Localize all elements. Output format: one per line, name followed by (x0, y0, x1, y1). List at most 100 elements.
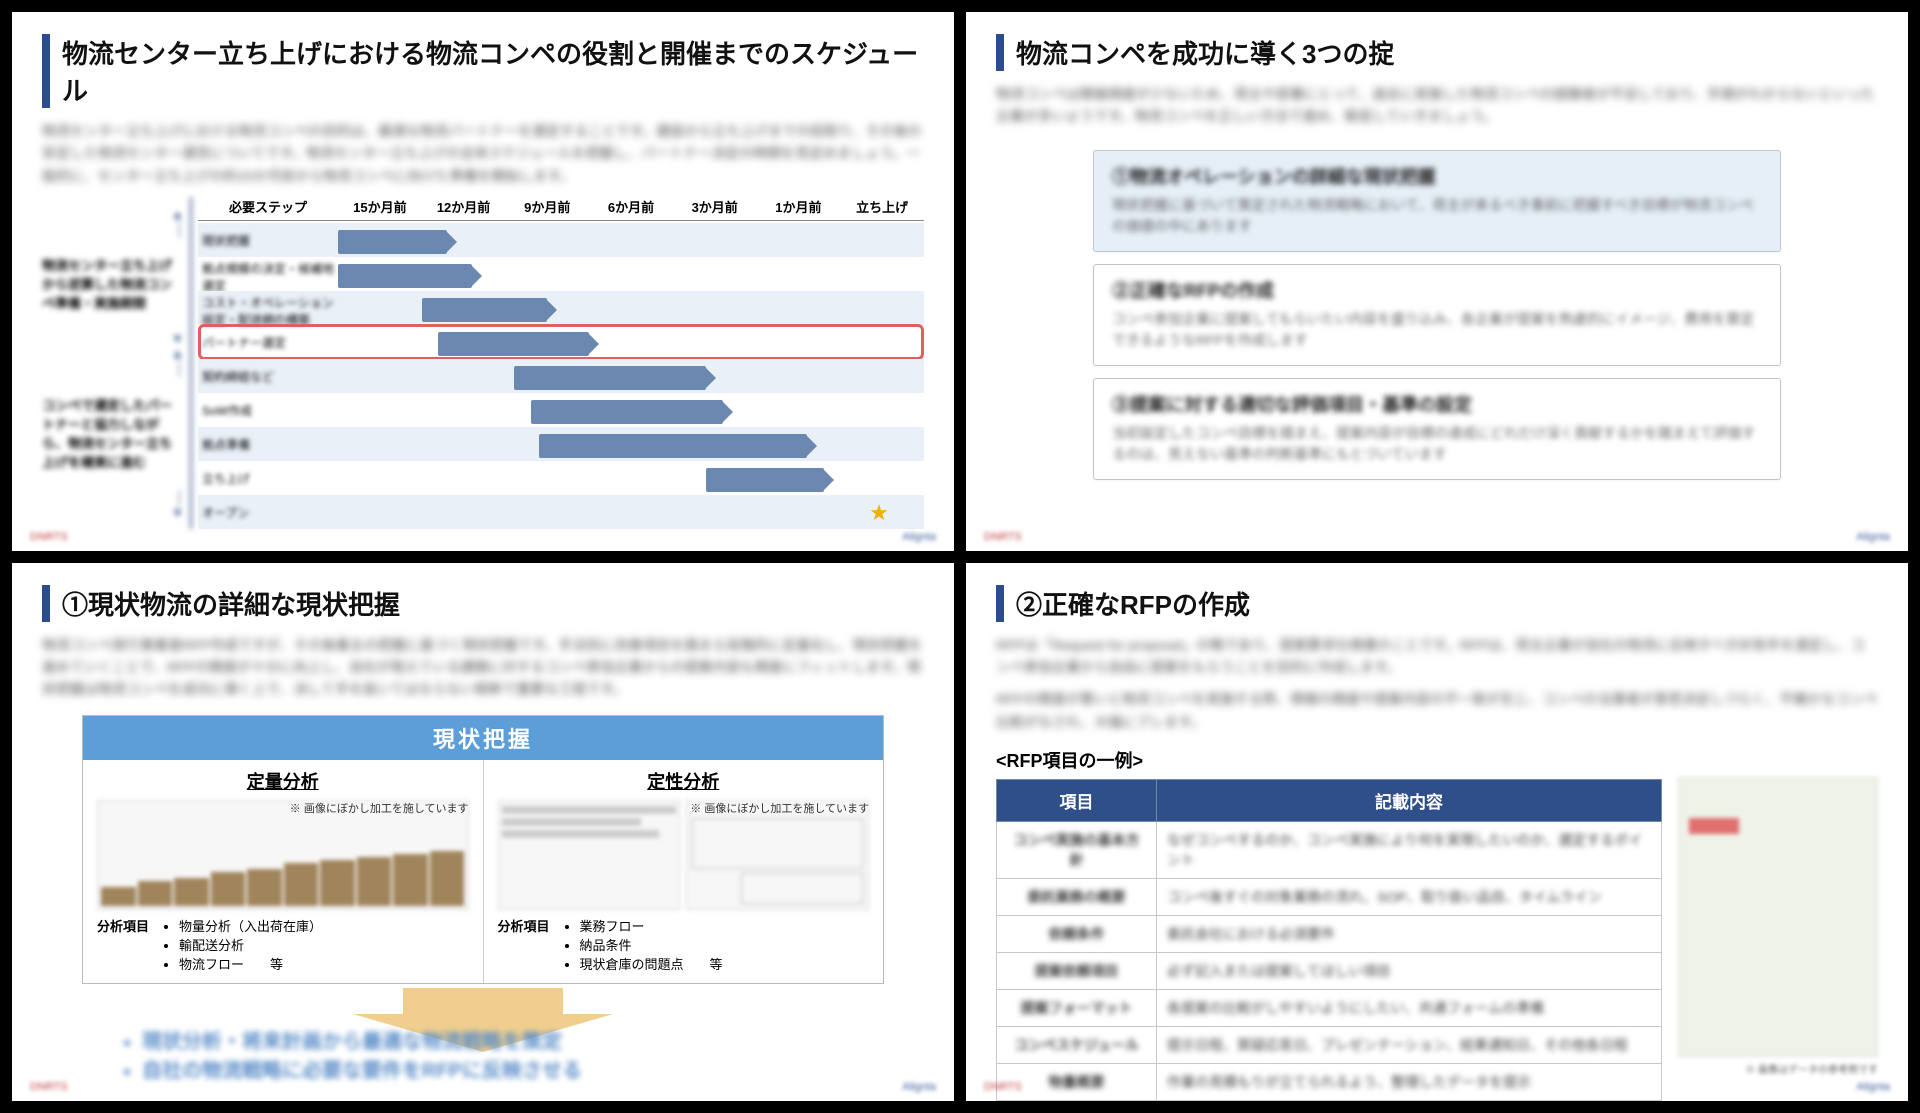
gantt-row: 拠点準備 (198, 427, 924, 461)
list-item: 物流フロー 等 (179, 954, 322, 973)
gantt-bar-cell (338, 430, 924, 458)
chart-thumb (97, 800, 469, 910)
col2-items: 業務フロー納品条件現状倉庫の問題点 等 (562, 916, 723, 973)
col1-items: 物量分析（入出荷在庫）輸配送分析物流フロー 等 (161, 916, 322, 973)
gantt-row: コスト・オペレーション設定・配送網の構築 (198, 291, 924, 325)
col-h: 9か月前 (505, 197, 589, 216)
items-label: 分析項目 (498, 916, 550, 973)
rfp-sample-thumb (1678, 777, 1878, 1057)
slide-intro: 物流コンペ実行事業者RFP作成ですが、その後業主の把握に基づく現状把握です。手法… (42, 634, 924, 701)
th-item: 項目 (997, 780, 1157, 822)
blur-caption: ※ 画像にぼかし加工を施しています (290, 800, 469, 816)
gantt-row: 現状把握 (198, 223, 924, 257)
down-arrow-shape (353, 988, 613, 1023)
slide-1: 物流センター立ち上げにおける物流コンペの役割と開催までのスケジュール 物流センタ… (12, 12, 954, 551)
slide-intro: 物流センター立ち上げにおける物流コンペの目的は、最適な物流パートナーを選定するこ… (42, 120, 924, 187)
gantt-rows: 現状把握拠点規模の決定・候補地選定コスト・オペレーション設定・配送網の構築パート… (198, 223, 924, 529)
step-label: 必要ステップ (198, 197, 338, 216)
conclusion-list: 現状分析・将来計画から最適な物流戦略を策定自社の物流戦略に必要な要件をRFPに反… (42, 1025, 924, 1083)
table-row: 提案依頼項目必ず記入または提案してほしい項目 (997, 953, 1662, 990)
slide-footer: DNRTSAlignta (984, 531, 1890, 543)
point-box: ①物流オペレーションの詳細な現状把握現状把握に基づいて策定された物流戦略において… (1093, 150, 1781, 252)
gantt-header: 必要ステップ 15か月前 12か月前 9か月前 6か月前 3か月前 1か月前 立… (198, 197, 924, 221)
star-icon: ★ (869, 500, 889, 526)
point-box: ③提案に対する適切な評価項目・基準の設定当初設定したコンペ目標を踏まえ、提案内容… (1093, 378, 1781, 480)
table-row: 委託業務の概要コンペ後すぐの対象業務の流れ、SOP、取り扱い品目、タイムライン (997, 879, 1662, 916)
gantt-row-label: パートナー選定 (198, 334, 338, 351)
point-box: ②正確なRFPの作成コンペ参加企業に提案してもらいたい内容を盛り込み、各企業が提… (1093, 264, 1781, 366)
gantt-row-label: 拠点準備 (198, 436, 338, 453)
table-cell-value: 委託会社における必須要件 (1157, 916, 1662, 953)
gantt-row: オープン ★ (198, 495, 924, 529)
list-item: 現状倉庫の問題点 等 (580, 954, 723, 973)
list-item: 業務フロー (580, 916, 723, 935)
gantt-row-label: 立ち上げ (198, 470, 338, 487)
points-container: ①物流オペレーションの詳細な現状把握現状把握に基づいて策定された物流戦略において… (996, 138, 1878, 492)
table-cell-key: 委託業務の概要 (997, 879, 1157, 916)
table-cell-value: 提示日程、質疑応答日、プレゼンテーション、結果通知日、その他各日程 (1157, 1027, 1662, 1064)
down-arrow-icon: │▼ (42, 490, 184, 520)
items-label: 分析項目 (97, 916, 149, 973)
table-cell-key: 提案依頼項目 (997, 953, 1157, 990)
col2-title: 定性分析 (498, 768, 870, 794)
table-cell-value: なぜコンペするのか、コンペ実施により何を実現したいのか、選定するポイント (1157, 822, 1662, 879)
thumb-area: ※ 画像にぼかし加工を施しています (97, 800, 469, 910)
blur-caption: ※ 画像にぼかし加工を施しています (690, 800, 869, 816)
gantt-bar (539, 434, 807, 458)
slide-intro: 物流コンペは開催頻度が少ないため、荷主や部署にとって、過去に実施した物流コンペの… (996, 83, 1878, 128)
slide-4: ②正確なRFPの作成 RFPは「Request for proposal」の略で… (966, 563, 1908, 1102)
gantt-bar (531, 400, 724, 424)
rfp-rows: コンペ実施の基本方針なぜコンペするのか、コンペ実施により何を実現したいのか、選定… (997, 822, 1662, 1101)
slide-footer: DNRTSAlignta (30, 531, 936, 543)
gantt-row: 立ち上げ (198, 461, 924, 495)
slide-2: 物流コンペを成功に導く3つの掟 物流コンペは開催頻度が少ないため、荷主や部署にと… (966, 12, 1908, 551)
gantt-bar-cell (338, 294, 924, 328)
up-arrow-icon: ▲│ (42, 207, 184, 237)
col-h: 15か月前 (338, 197, 422, 216)
slide-title: 物流コンペを成功に導く3つの掟 (996, 34, 1878, 71)
gantt-bar-cell (338, 328, 924, 356)
table-cell-key: 提案フォーマット (997, 990, 1157, 1027)
analysis-box: 現状把握 定量分析 ※ 画像にぼかし加工を施しています 分析項目 物量分析（入出… (82, 715, 884, 984)
left-label-2: コンペで選定したパートナーと協力しながら、物流センター立ち上げを確実に進む (42, 395, 184, 471)
qualitative-col: 定性分析 ※ 画像にぼかし加工を施しています 分析項目 業務フロー納 (484, 760, 884, 983)
slide-3: ①現状物流の詳細な現状把握 物流コンペ実行事業者RFP作成ですが、その後業主の把… (12, 563, 954, 1102)
col-h: 6か月前 (589, 197, 673, 216)
gantt-bar-cell: ★ (338, 498, 924, 526)
gantt-row-label: オープン (198, 504, 338, 521)
table-row: コンペ実施の基本方針なぜコンペするのか、コンペ実施により何を実現したいのか、選定… (997, 822, 1662, 879)
table-cell-key: 依頼条件 (997, 916, 1157, 953)
analysis-columns: 定量分析 ※ 画像にぼかし加工を施しています 分析項目 物量分析（入出荷在庫）輸… (83, 760, 883, 983)
table-cell-key: コンペ実施の基本方針 (997, 822, 1157, 879)
table-row: コンペスケジュール提示日程、質疑応答日、プレゼンテーション、結果通知日、その他各… (997, 1027, 1662, 1064)
col-h: 1か月前 (757, 197, 841, 216)
gantt-left-labels: ▲│ 物流センター立ち上げから逆算した物流コンペ準備・実施期間 ▼▲│ コンペで… (42, 197, 192, 529)
table-cell-value: 必ず記入または提案してほしい項目 (1157, 953, 1662, 990)
gantt-bar-cell (338, 260, 924, 294)
list-item: 物量分析（入出荷在庫） (179, 916, 322, 935)
point-body: 当初設定したコンペ目標を踏まえ、提案内容が目標の達成にどれだけ深く貢献するかを踏… (1112, 423, 1762, 465)
point-body: コンペ参加企業に提案してもらいたい内容を盛り込み、各企業が提案を熟慮的にイメージ… (1112, 309, 1762, 351)
gantt-bar (338, 230, 447, 254)
doc-thumb (498, 800, 681, 910)
gantt-row: SoW作成 (198, 393, 924, 427)
point-title: ②正確なRFPの作成 (1112, 277, 1762, 303)
point-title: ③提案に対する適切な評価項目・基準の設定 (1112, 391, 1762, 417)
col-h: 立ち上げ (840, 197, 924, 216)
conclusion-item: 現状分析・将来計画から最適な物流戦略を策定 (142, 1025, 924, 1054)
left-label-1: 物流センター立ち上げから逆算した物流コンペ準備・実施期間 (42, 255, 184, 312)
rfp-subtitle: <RFP項目の一例> (996, 747, 1662, 773)
gantt-bar (438, 332, 589, 356)
gantt-bar-cell (338, 226, 924, 254)
table-cell-value: コンペ後すぐの対象業務の流れ、SOP、取り扱い品目、タイムライン (1157, 879, 1662, 916)
slide4-body: <RFP項目の一例> 項目 記載内容 コンペ実施の基本方針なぜコンペするのか、コ… (996, 743, 1878, 1101)
col-h: 12か月前 (422, 197, 506, 216)
rfp-table-wrap: <RFP項目の一例> 項目 記載内容 コンペ実施の基本方針なぜコンペするのか、コ… (996, 743, 1662, 1101)
th-content: 記載内容 (1157, 780, 1662, 822)
thumb-area: ※ 画像にぼかし加工を施しています (498, 800, 870, 910)
mid-arrow-icon: ▼▲│ (42, 331, 184, 376)
point-body: 現状把握に基づいて策定された物流戦略において、荷主が来るべき事前に把握すべき目標… (1112, 195, 1762, 237)
list-item: 輸配送分析 (179, 935, 322, 954)
flow-thumb (686, 800, 869, 910)
analysis-items: 分析項目 物量分析（入出荷在庫）輸配送分析物流フロー 等 (97, 916, 469, 973)
